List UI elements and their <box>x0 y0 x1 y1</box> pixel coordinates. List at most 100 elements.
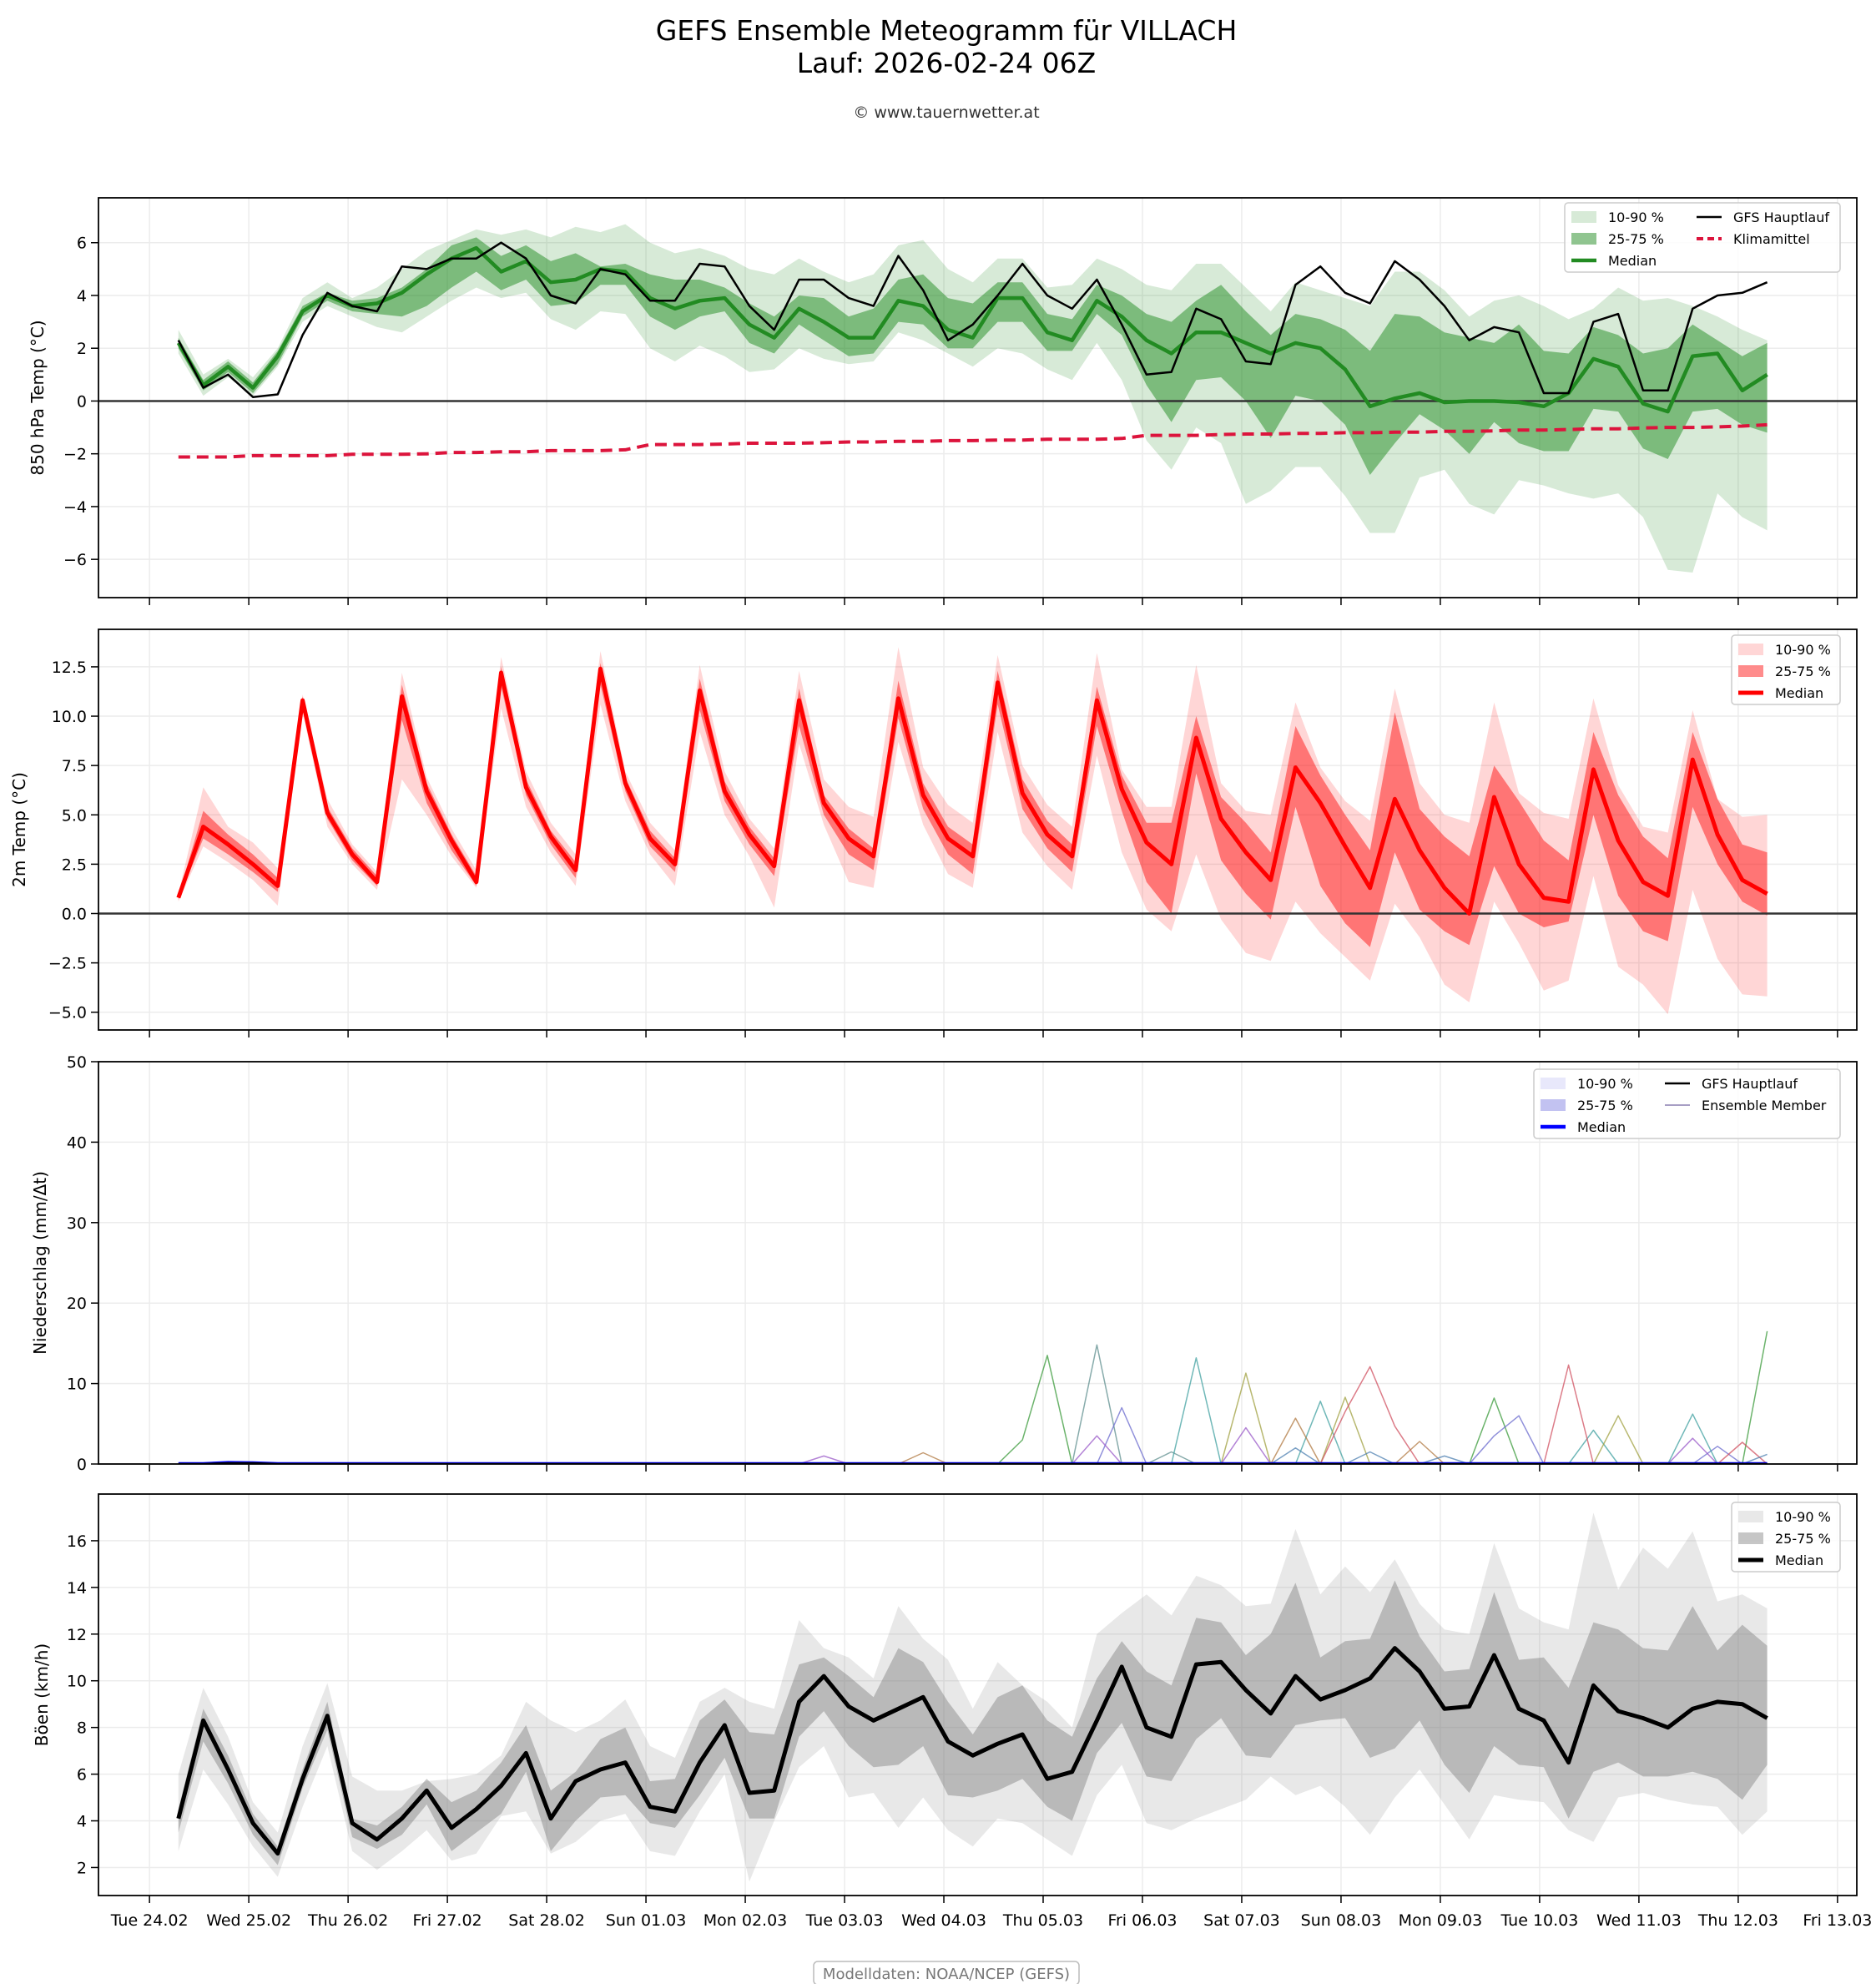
x-tick-label: Sat 28.02 <box>508 1911 585 1930</box>
x-tick-label: Thu 26.02 <box>307 1911 388 1930</box>
y-tick-label: 4 <box>77 1813 87 1831</box>
y-tick-label: 10.0 <box>52 708 87 726</box>
band-10-90 <box>178 224 1768 573</box>
y-tick-label: 2 <box>77 340 87 358</box>
x-tick-label: Tue 24.02 <box>110 1911 189 1930</box>
band-25-75 <box>178 237 1768 475</box>
legend-label: GFS Hauptlauf <box>1702 1076 1798 1092</box>
y-tick-label: 0 <box>77 1456 87 1474</box>
gfs-main-line <box>177 241 1768 398</box>
x-tick-label: Fri 06.03 <box>1107 1911 1177 1930</box>
ensemble-member-line <box>178 1344 1768 1464</box>
y-tick-label: −2.5 <box>48 955 87 973</box>
legend-label: 25-75 % <box>1775 664 1831 679</box>
legend-label: Klimamittel <box>1733 231 1810 247</box>
legend-label: 25-75 % <box>1577 1098 1633 1113</box>
ensemble-member-line <box>178 1372 1768 1464</box>
chart-title: GEFS Ensemble Meteogramm für VILLACH <box>656 14 1238 47</box>
legend-label: Median <box>1775 1552 1823 1568</box>
y-tick-label: −2 <box>63 446 87 464</box>
x-tick-label: Mon 02.03 <box>704 1911 788 1930</box>
y-axis-label: 850 hPa Temp (°C) <box>28 320 48 475</box>
axes-frame <box>98 629 1858 1031</box>
legend: 10-90 % 25-75 % Median <box>1731 1502 1841 1573</box>
legend-label: 25-75 % <box>1775 1531 1831 1547</box>
x-tick-label: Sat 07.03 <box>1203 1911 1280 1930</box>
y-tick-label: 10 <box>67 1673 87 1691</box>
plot-area <box>178 1330 1768 1464</box>
legend-label: 10-90 % <box>1608 210 1664 225</box>
legend-swatch-25-75 <box>1571 233 1596 245</box>
x-tick-label: Tue 10.03 <box>1500 1911 1578 1930</box>
band-25-75 <box>178 663 1768 947</box>
legend-label: 10-90 % <box>1775 642 1831 658</box>
ensemble-member-line <box>178 1406 1768 1464</box>
y-tick-label: −6 <box>63 551 87 569</box>
median-line <box>176 245 1768 414</box>
copyright: © www.tauernwetter.at <box>853 103 1039 122</box>
legend-swatch-25-75 <box>1738 1532 1763 1544</box>
x-tick-label: Wed 04.03 <box>901 1911 986 1930</box>
axes-frame <box>98 197 1858 598</box>
legend-label: 10-90 % <box>1775 1509 1831 1525</box>
legend-swatch-10-90 <box>1571 211 1596 223</box>
y-tick-label: 0.0 <box>62 905 87 923</box>
legend-swatch-25-75 <box>1541 1099 1566 1111</box>
footer-source: Modelldaten: NOAA/NCEP (GEFS) <box>823 1966 1070 1983</box>
y-tick-label: 0 <box>77 392 87 411</box>
x-tick-label: Wed 11.03 <box>1596 1911 1682 1930</box>
band-25-75 <box>178 1580 1768 1865</box>
band-10-90 <box>178 1512 1768 1882</box>
axes-frame <box>98 1493 1858 1896</box>
legend-swatch-10-90 <box>1738 1511 1763 1522</box>
ensemble-member-line <box>178 1330 1768 1464</box>
legend-label: Ensemble Member <box>1702 1098 1827 1113</box>
ensemble-member-line <box>178 1364 1768 1464</box>
legend-swatch-10-90 <box>1738 644 1763 655</box>
legend: 10-90 % 25-75 % Median GFS Hauptlauf Klimami… <box>1564 202 1841 273</box>
y-tick-label: 7.5 <box>62 757 87 775</box>
y-tick-label: 4 <box>77 287 87 305</box>
y-axis-label: Niederschlag (mm/Δt) <box>30 1171 50 1355</box>
x-tick-label: Thu 05.03 <box>1002 1911 1083 1930</box>
y-tick-label: 8 <box>77 1719 87 1738</box>
x-tick-label: Sun 08.03 <box>1301 1911 1382 1930</box>
panel-gusts: Tue 24.02 Wed 25.02 Thu 26.02 Fri 27.02 Sat … <box>32 1493 1872 1930</box>
y-tick-label: 12.5 <box>52 659 87 677</box>
y-tick-label: 30 <box>67 1214 87 1233</box>
median-line <box>176 1646 1768 1856</box>
x-tick-label: Fri 27.02 <box>413 1911 482 1930</box>
ensemble-member-line <box>178 1426 1768 1464</box>
y-tick-label: 14 <box>67 1579 87 1598</box>
ensemble-member-line <box>178 1446 1768 1464</box>
plot-area <box>98 224 1857 573</box>
chart-run: Lauf: 2026-02-24 06Z <box>797 47 1096 79</box>
y-tick-label: −5.0 <box>48 1004 87 1022</box>
x-tick-label: Mon 09.03 <box>1399 1911 1483 1930</box>
ensemble-member-line <box>178 1357 1768 1464</box>
y-axis-label: 2m Temp (°C) <box>9 772 29 887</box>
x-tick-label: Thu 12.03 <box>1697 1911 1778 1930</box>
median-line <box>176 666 1768 916</box>
y-tick-label: 2 <box>77 1859 87 1877</box>
x-tick-label: Wed 25.02 <box>206 1911 291 1930</box>
legend-box <box>1731 1502 1841 1573</box>
y-axis-label: Böen (km/h) <box>32 1643 52 1746</box>
x-tick-label: Tue 03.03 <box>805 1911 884 1930</box>
y-tick-label: 50 <box>67 1053 87 1072</box>
band-10-90 <box>178 647 1768 1015</box>
y-tick-label: 6 <box>77 235 87 253</box>
y-tick-label: 5.0 <box>62 806 87 825</box>
plot-area <box>176 1512 1768 1882</box>
plot-area <box>98 647 1857 1015</box>
y-tick-label: 2.5 <box>62 856 87 874</box>
axes-frame <box>98 1061 1858 1465</box>
y-tick-label: 12 <box>67 1626 87 1644</box>
x-tick-label: Fri 13.03 <box>1803 1911 1872 1930</box>
panel-t2m: −5.0 −2.5 0.0 2.5 5.0 7.5 10.0 12.5 2m Temp (°C)… <box>9 629 1858 1037</box>
y-tick-label: 16 <box>67 1532 87 1551</box>
legend-swatch-25-75 <box>1738 665 1763 677</box>
legend-swatch-10-90 <box>1541 1078 1566 1089</box>
klimamittel-line <box>178 422 1768 459</box>
